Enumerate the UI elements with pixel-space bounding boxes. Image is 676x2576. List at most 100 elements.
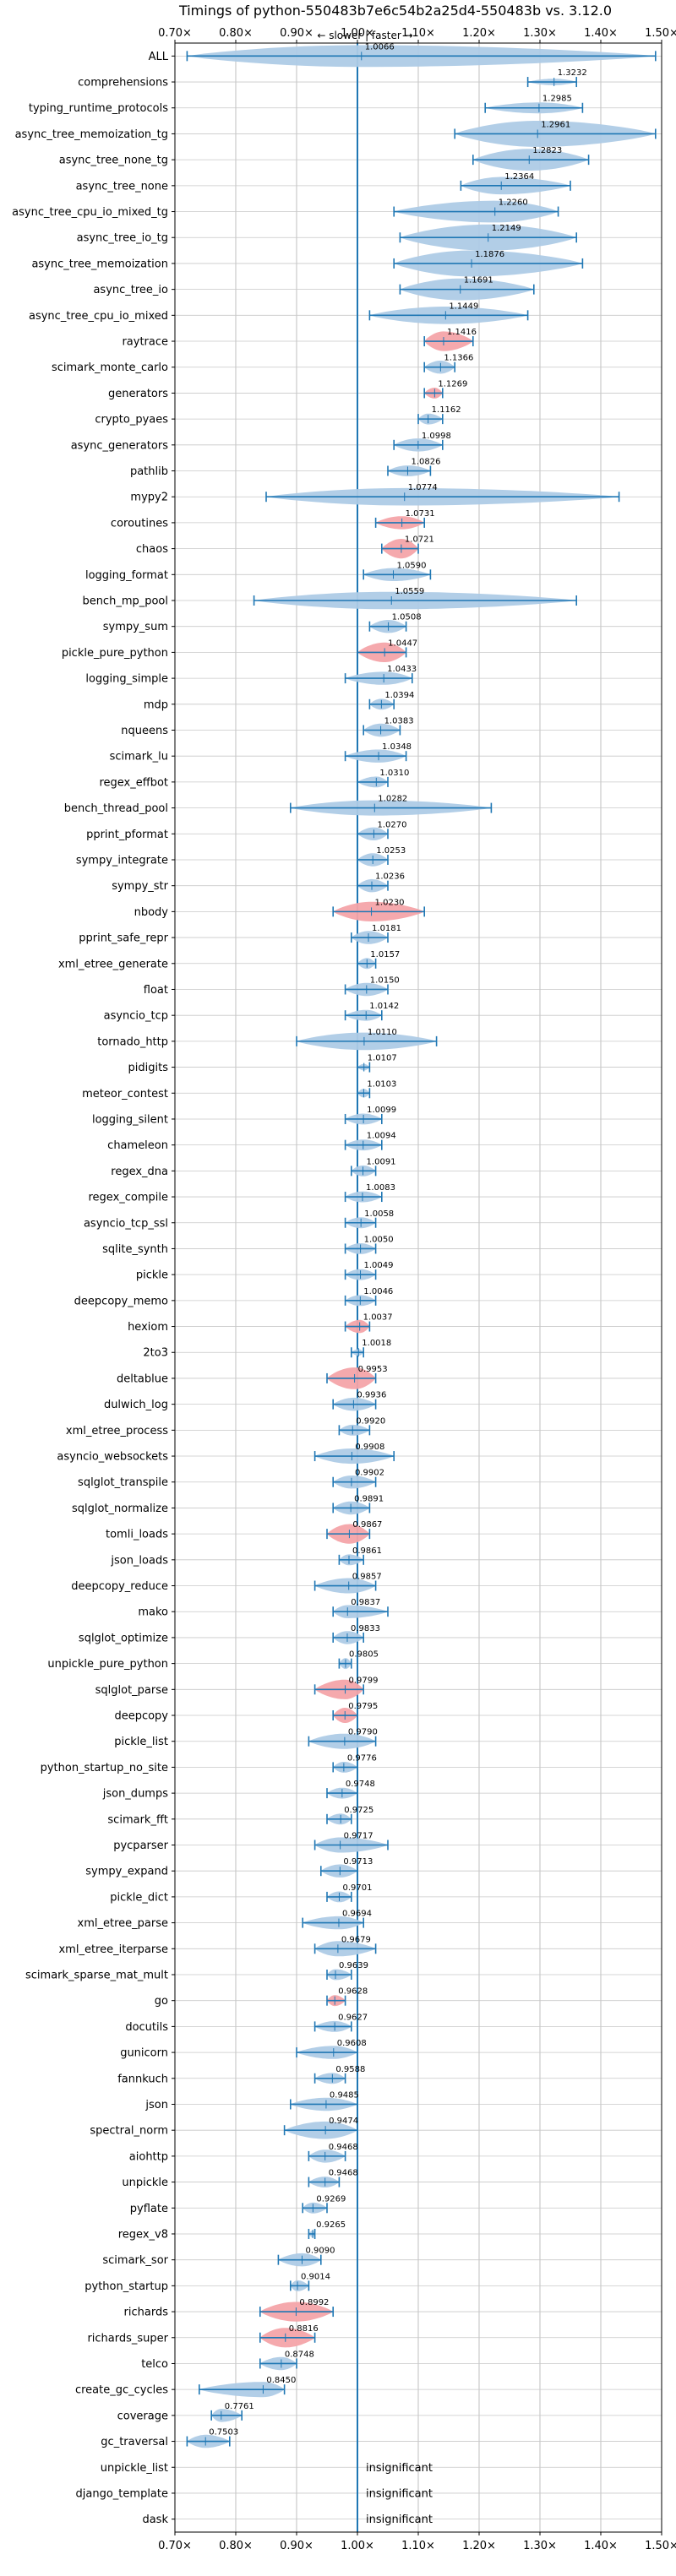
benchmark-label: spectral_norm	[90, 2125, 168, 2138]
benchmark-label: async_tree_cpu_io_mixed_tg	[12, 206, 168, 219]
benchmark-label: pickle	[136, 1269, 168, 1282]
x-tick-label-bottom: 0.70×	[158, 2540, 192, 2552]
benchmark-label: scimark_sparse_mat_mult	[25, 1969, 168, 1981]
value-label: 1.0774	[408, 483, 438, 492]
benchmark-label: hexiom	[128, 1321, 168, 1334]
x-tick-label-bottom: 1.50×	[645, 2540, 676, 2552]
value-label: 1.0721	[405, 535, 434, 545]
benchmark-label: logging_simple	[85, 673, 168, 686]
value-label: 0.9861	[352, 1546, 382, 1556]
benchmark-label: pprint_safe_repr	[79, 932, 168, 945]
value-label: 1.2260	[499, 198, 528, 208]
value-label: 1.0826	[411, 458, 440, 467]
benchmark-label: chaos	[136, 543, 168, 556]
benchmark-label: async_tree_io_tg	[77, 232, 168, 245]
benchmark-label: async_tree_none	[76, 180, 168, 193]
value-label: 1.0236	[375, 872, 405, 882]
benchmark-labels: ALL comprehensions typing_runtime_protocol…	[12, 51, 169, 2526]
value-label: 1.0049	[364, 1261, 394, 1270]
x-tick-label-top: 1.30×	[523, 27, 557, 40]
benchmark-label: tomli_loads	[106, 1529, 168, 1541]
x-tick-label-top: 1.40×	[584, 27, 618, 40]
value-label: 1.1876	[475, 250, 504, 259]
value-label: 1.0998	[422, 432, 451, 441]
value-label: 0.9837	[351, 1598, 380, 1607]
value-label: 0.9265	[316, 2220, 346, 2230]
benchmark-label: sqlglot_normalize	[72, 1503, 168, 1515]
value-label: 0.9805	[349, 1650, 379, 1660]
value-label: 1.0282	[378, 795, 407, 804]
value-label: 1.2149	[492, 224, 521, 233]
benchmark-label: pathlib	[130, 465, 168, 478]
value-label: 1.1269	[438, 379, 467, 389]
value-label: 1.0094	[367, 1132, 396, 1141]
value-label: 1.0508	[392, 613, 422, 622]
benchmark-label: ALL	[149, 51, 169, 63]
value-label: 0.9639	[339, 1961, 368, 1970]
benchmark-label: pickle_dict	[110, 1891, 168, 1904]
benchmark-label: asyncio_tcp_ssl	[84, 1217, 168, 1230]
benchmark-label: chameleon	[107, 1139, 168, 1152]
benchmark-label: gunicorn	[120, 2047, 168, 2060]
benchmark-label: mypy2	[130, 492, 168, 504]
benchmark-label: sympy_integrate	[76, 854, 168, 867]
value-label: 0.9920	[356, 1416, 385, 1426]
value-label: 0.9833	[351, 1624, 380, 1633]
benchmark-label: bench_thread_pool	[64, 802, 168, 815]
benchmark-label: xml_etree_iterparse	[58, 1943, 168, 1956]
value-label: 1.0383	[384, 716, 414, 726]
chart-title: Timings of python-550483b7e6c54b2a25d4-5…	[178, 3, 612, 19]
value-label: 1.0083	[366, 1183, 395, 1193]
benchmark-label: dask	[142, 2514, 168, 2526]
x-ticks: 0.70× 0.70× 0.80× 0.80× 0.90× 0.90× 1.00× 1.00×…	[158, 27, 676, 2552]
benchmark-label: pycparser	[113, 1840, 168, 1852]
benchmark-label: pickle_list	[114, 1736, 168, 1748]
benchmark-label: typing_runtime_protocols	[29, 102, 168, 115]
value-label: 0.9857	[352, 1573, 382, 1582]
value-label: 0.9936	[357, 1391, 386, 1400]
x-tick-label-top: 1.20×	[462, 27, 496, 40]
x-tick-label-top: 1.10×	[401, 27, 435, 40]
benchmark-label: pyflate	[130, 2203, 168, 2215]
value-label: 0.9701	[342, 1883, 372, 1893]
benchmark-label: meteor_contest	[82, 1088, 168, 1101]
benchmark-label: float	[144, 984, 168, 997]
benchmark-label: logging_silent	[92, 1113, 168, 1126]
value-label: 1.0394	[384, 691, 414, 700]
value-label: 0.9468	[329, 2143, 358, 2152]
benchmark-label: tornado_http	[97, 1035, 168, 1048]
value-label: 1.0150	[370, 976, 400, 985]
benchmark-label: asyncio_websockets	[57, 1451, 168, 1464]
insignificant-label: insignificant	[366, 2487, 433, 2500]
value-label: 0.9795	[348, 1702, 378, 1711]
benchmark-label: mdp	[144, 698, 168, 711]
value-label: 1.0107	[368, 1054, 397, 1063]
benchmark-label: richards	[124, 2307, 169, 2319]
benchmark-label: nbody	[134, 906, 169, 919]
value-label: 1.0099	[367, 1106, 396, 1115]
x-tick-label-top: 0.90×	[280, 27, 313, 40]
value-label: 1.0433	[387, 665, 417, 674]
benchmark-label: json_loads	[110, 1554, 168, 1567]
value-label: 1.0142	[369, 1002, 399, 1011]
value-label: 0.9269	[316, 2194, 346, 2204]
benchmark-label: bench_mp_pool	[82, 595, 168, 608]
value-label: 0.8816	[289, 2324, 319, 2334]
benchmark-label: unpickle	[122, 2177, 168, 2189]
benchmark-label: docutils	[125, 2021, 168, 2034]
value-label: 0.9902	[355, 1469, 384, 1478]
value-label: 0.9474	[329, 2117, 358, 2126]
value-label: 0.9628	[338, 1987, 368, 1997]
benchmark-label: aiohttp	[129, 2150, 168, 2163]
benchmark-label: sympy_sum	[103, 621, 168, 633]
value-label: 1.0110	[368, 1028, 397, 1037]
value-label: 0.9748	[346, 1780, 375, 1789]
benchmark-label: json	[144, 2099, 168, 2111]
benchmark-label: fannkuch	[117, 2073, 168, 2085]
value-label: 1.3232	[558, 68, 587, 78]
benchmark-label: json_dumps	[102, 1788, 168, 1801]
benchmark-label: deepcopy_reduce	[71, 1580, 168, 1593]
benchmark-label: unpickle_pure_python	[47, 1658, 168, 1671]
value-label: 1.0253	[376, 846, 406, 856]
benchmark-label: deepcopy_memo	[74, 1295, 168, 1307]
